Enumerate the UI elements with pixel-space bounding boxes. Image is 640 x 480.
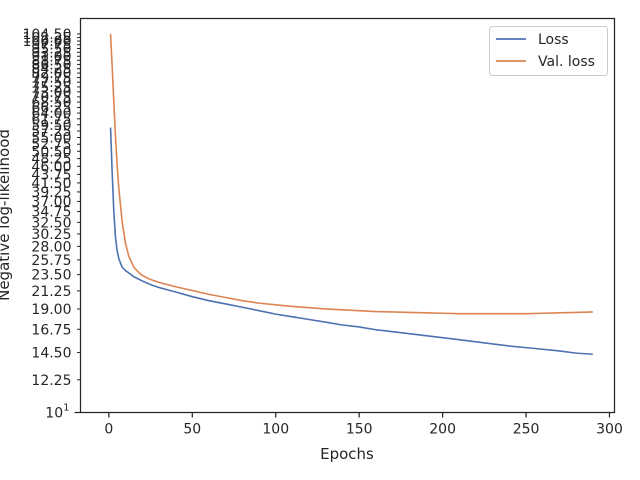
y-major-tick-label: 101 bbox=[45, 403, 69, 422]
y-tick-label: 16.75 bbox=[31, 322, 71, 338]
y-tick-label: 37.00 bbox=[31, 194, 71, 210]
legend-label-val-loss: Val. loss bbox=[538, 54, 595, 70]
y-tick-label: 39.25 bbox=[31, 185, 71, 201]
x-tick-label: 250 bbox=[513, 422, 540, 438]
y-tick-label: 79.75 bbox=[31, 71, 71, 87]
y-tick-label: 23.50 bbox=[31, 268, 71, 284]
y-tick-label: 77.50 bbox=[31, 75, 71, 91]
y-tick-label: 73.00 bbox=[31, 85, 71, 101]
y-tick-label: 86.50 bbox=[31, 57, 71, 73]
y-tick-label: 55.00 bbox=[31, 130, 71, 146]
x-tick-label: 300 bbox=[596, 422, 623, 438]
y-tick-label: 19.00 bbox=[31, 302, 71, 318]
y-tick-label: 34.75 bbox=[31, 205, 71, 221]
x-tick-label: 100 bbox=[262, 422, 289, 438]
y-tick-label: 28.00 bbox=[31, 239, 71, 255]
val-loss-line bbox=[109, 33, 593, 315]
y-tick-label: 95.50 bbox=[31, 41, 71, 57]
y-tick-label: 46.00 bbox=[31, 159, 71, 175]
y-tick-label: 104.50 bbox=[23, 27, 72, 43]
y-tick-label: 93.25 bbox=[31, 45, 71, 61]
x-tick-label: 150 bbox=[346, 422, 373, 438]
y-tick-label: 70.75 bbox=[31, 90, 71, 106]
tick-layer: 0 50 100 150 200 250 300 12.25 14.50 16.75 19.00 21… bbox=[23, 27, 623, 438]
y-tick-label: 75.25 bbox=[31, 80, 71, 96]
x-axis-label: Epochs bbox=[320, 445, 374, 463]
y-tick-label: 14.50 bbox=[31, 346, 71, 362]
y-tick-label: 30.25 bbox=[31, 227, 71, 243]
y-tick-label: 41.50 bbox=[31, 176, 71, 192]
y-tick-label: 82.00 bbox=[31, 66, 71, 82]
y-tick-label: 43.75 bbox=[31, 167, 71, 183]
y-tick-label: 64.00 bbox=[31, 106, 71, 122]
y-tick-label: 102.25 bbox=[23, 30, 72, 46]
y-tick-label: 25.75 bbox=[31, 253, 71, 269]
y-tick-label: 88.75 bbox=[31, 53, 71, 69]
x-tick-label: 200 bbox=[429, 422, 456, 438]
y-tick-label: 52.75 bbox=[31, 137, 71, 153]
series-layer bbox=[109, 33, 593, 356]
x-tick-label: 0 bbox=[104, 422, 113, 438]
x-tick-label: 50 bbox=[183, 422, 201, 438]
y-tick-label: 61.75 bbox=[31, 112, 71, 128]
y-tick-label: 12.25 bbox=[31, 373, 71, 389]
y-axis-label: Negative log-likelihood bbox=[0, 129, 13, 301]
y-tick-label: 50.50 bbox=[31, 144, 71, 160]
legend-label-loss: Loss bbox=[538, 32, 569, 48]
y-tick-label: 57.25 bbox=[31, 124, 71, 140]
plot-frame bbox=[79, 17, 616, 414]
y-tick-label: 48.25 bbox=[31, 152, 71, 168]
y-tick-label: 32.50 bbox=[31, 215, 71, 231]
y-tick-label: 84.25 bbox=[31, 62, 71, 78]
y-tick-label: 68.50 bbox=[31, 95, 71, 111]
y-tick-label: 91.00 bbox=[31, 49, 71, 65]
y-tick-label: 66.25 bbox=[31, 100, 71, 116]
y-tick-label: 59.50 bbox=[31, 118, 71, 134]
legend: Loss Val. loss bbox=[489, 26, 608, 76]
y-tick-label: 100.00 bbox=[23, 34, 72, 50]
loss-line bbox=[109, 127, 593, 356]
y-tick-label: 97.75 bbox=[31, 38, 71, 54]
y-tick-label: 21.25 bbox=[31, 284, 71, 300]
